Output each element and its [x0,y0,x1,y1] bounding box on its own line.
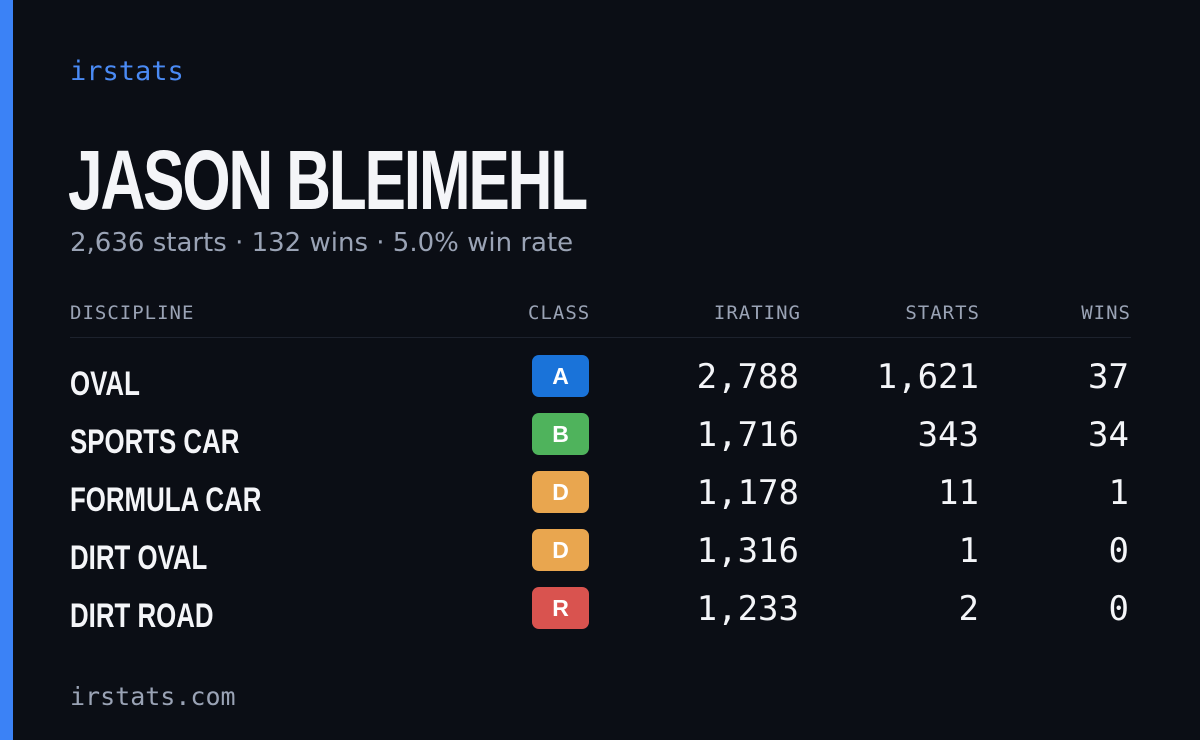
starts-value: 1 [958,531,979,571]
discipline-name: OVAL [70,365,140,403]
starts-value: 11 [938,473,979,513]
table-row: DIRT OVAL D 1,316 1 0 [70,527,1131,585]
irating-value: 2,788 [696,357,799,397]
discipline-name: SPORTS CAR [70,423,240,461]
discipline-table: DISCIPLINE CLASS IRATING STARTS WINS OVA… [70,296,1131,643]
class-badge: D [532,529,589,571]
brand-logo[interactable]: irstats [70,56,184,87]
header-wins: WINS [1081,302,1131,324]
header-class: CLASS [528,302,591,324]
class-badge: A [532,355,589,397]
table-header: DISCIPLINE CLASS IRATING STARTS WINS [70,296,1131,338]
header-starts: STARTS [905,302,980,324]
footer-url[interactable]: irstats.com [70,682,236,711]
wins-value: 37 [1088,357,1129,397]
irating-value: 1,233 [696,589,799,629]
class-badge: B [532,413,589,455]
discipline-name: FORMULA CAR [70,481,262,519]
table-body: OVAL A 2,788 1,621 37 SPORTS CAR B 1,716… [70,353,1131,643]
irating-value: 1,316 [696,531,799,571]
wins-value: 1 [1108,473,1129,513]
irating-value: 1,716 [696,415,799,455]
table-row: FORMULA CAR D 1,178 11 1 [70,469,1131,527]
table-row: SPORTS CAR B 1,716 343 34 [70,411,1131,469]
starts-value: 2 [958,589,979,629]
wins-value: 0 [1108,531,1129,571]
table-row: OVAL A 2,788 1,621 37 [70,353,1131,411]
wins-value: 0 [1108,589,1129,629]
discipline-name: DIRT OVAL [70,539,208,577]
starts-value: 1,621 [876,357,979,397]
irating-value: 1,178 [696,473,799,513]
starts-value: 343 [917,415,979,455]
header-irating: IRATING [713,302,801,324]
header-discipline: DISCIPLINE [70,302,195,324]
driver-name: JASON BLEIMEHL [68,133,588,227]
class-badge: D [532,471,589,513]
driver-summary: 2,636 starts · 132 wins · 5.0% win rate [70,228,574,258]
table-row: DIRT ROAD R 1,233 2 0 [70,585,1131,643]
class-badge: R [532,587,589,629]
discipline-name: DIRT ROAD [70,597,214,635]
accent-bar [0,0,13,740]
wins-value: 34 [1088,415,1129,455]
